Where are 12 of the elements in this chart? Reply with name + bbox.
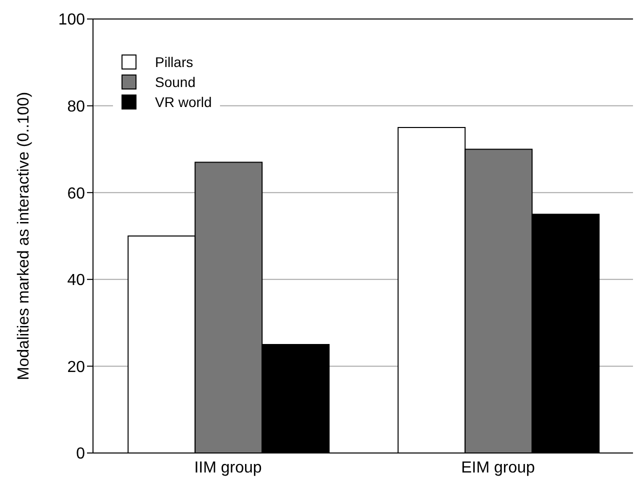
y-tick-label: 0 (76, 446, 86, 463)
y-tick-label: 40 (67, 272, 86, 290)
y-tick-label: 20 (67, 358, 86, 376)
y-tick-label: 60 (67, 185, 86, 202)
x-tick-label: IIM group (194, 459, 262, 476)
legend-label: Sound (155, 74, 196, 90)
y-axis-title: Modalities marked as interactive (0..100) (16, 92, 33, 380)
y-tick-label: 100 (58, 12, 86, 29)
legend-label: Pillars (155, 54, 194, 70)
x-tick-label: EIM group (461, 459, 536, 476)
y-tick-label: 80 (67, 98, 86, 116)
legend-label: VR world (155, 94, 212, 110)
